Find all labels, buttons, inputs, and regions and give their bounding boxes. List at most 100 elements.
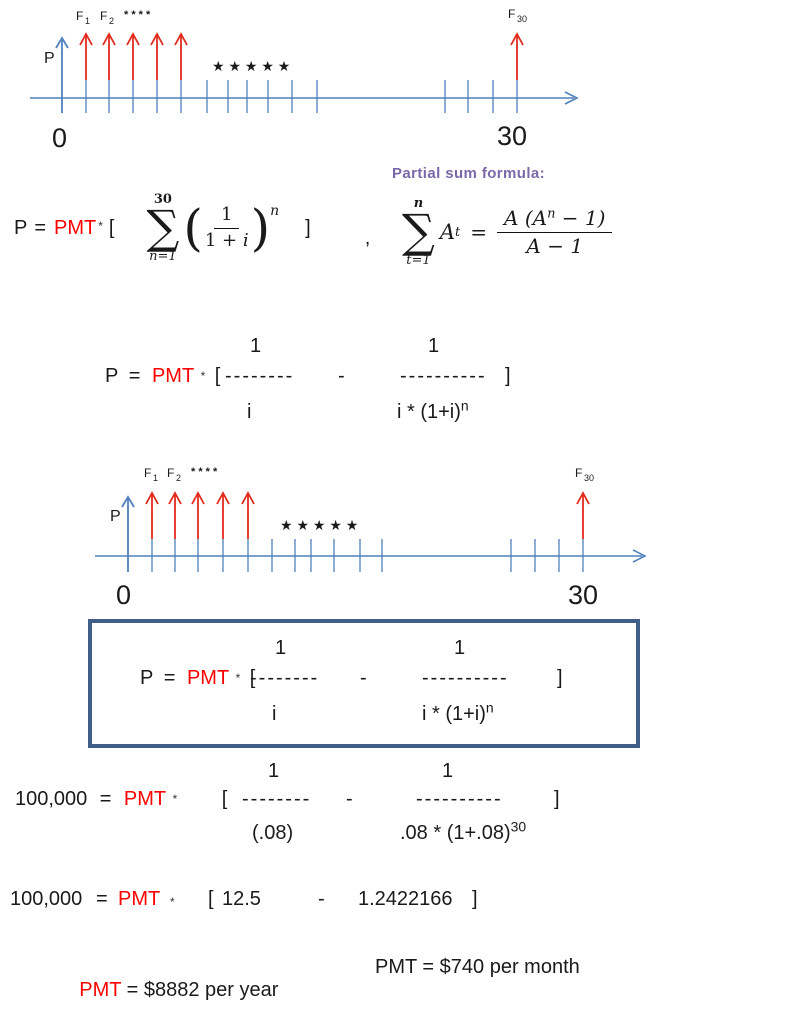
numeric-formula: 1 1 100,000 = PMT * [ -------- - -------… [0,758,620,848]
mid-stars: ★ ★ ★ ★ ★ [212,58,290,74]
term-A: A [439,220,456,244]
sigma-icon: ∑ [402,204,435,259]
payment-arrows [79,32,524,80]
f2-subscript: 2 [109,16,114,26]
closed-form-formula: 1 1 P = PMT * [ -------- - ---------- ] … [0,333,560,428]
close-bracket: ] [505,365,511,387]
den2-base: .08 * (1+.08) [400,822,511,844]
multiply-asterisk: * [170,895,175,909]
equals-sign: = [128,365,141,387]
time-axis [30,91,579,105]
close-bracket: ] [554,788,560,810]
value-1: 12.5 [222,888,261,910]
equals-sign: = [163,667,176,689]
equals-sign: = [470,220,488,244]
close-bracket: ] [472,888,478,910]
num-exponent: n [547,205,556,221]
denominator-2: i * (1+i)n [422,700,494,726]
sum-upper-limit: 30 [153,192,172,208]
equals-sign: = [96,888,108,910]
open-bracket: [ [221,788,228,810]
den2-exponent: 30 [510,818,527,835]
open-paren: ( [183,199,203,257]
f30-subscript: 30 [584,473,594,483]
ellipsis-asterisks: * * * * [191,466,218,478]
fraction-bar-1: -------- [242,788,312,810]
partial-sum-lower: t=1 [406,252,431,268]
discount-fraction: 1 1 + i [205,204,249,252]
close-paren: ) [250,199,271,257]
den-pre: 1 + [204,229,243,251]
p-term: P [105,365,119,387]
origin-label: 0 [52,123,67,153]
annual-payment-result: PMT = $8882 per year [57,956,278,1024]
numerator-1: 1 [268,760,280,782]
sigma-icon: ∑ [146,200,180,255]
multiply-asterisk: * [200,369,206,383]
denominator-2: i * (1+i)n [397,398,469,424]
numerator-2: 1 [442,760,454,782]
summation-symbol: 30 ∑ n=1 [146,193,179,263]
principal-value: 100,000 [10,888,83,910]
fraction-bar-1: -------- [225,365,295,387]
formula-prefix: P = PMT * [ [105,365,220,388]
equals-sign: = [34,216,47,239]
formula-prefix: P = PMT * [ [140,667,255,690]
p-term: P [14,216,28,239]
num-left: A (A [504,205,548,230]
present-value-arrow-icon [55,36,69,113]
annual-amount: = $8882 per year [121,979,279,1001]
minus-sign: - [346,788,353,810]
f1-label: F [144,466,151,480]
pv-summation-formula: P = PMT * [ 30 ∑ n=1 ( 1 1 + i ) n ] , [14,186,370,270]
f1-subscript: 1 [153,473,158,483]
timeline-diagram-bottom: P F 1 F 2 * * * * F 30 ★ ★ ★ ★ ★ 0 30 [95,466,647,610]
numerator-1: 1 [275,637,287,659]
pmt-term: PMT [151,365,195,387]
formula-prefix: 100,000 = PMT * [ [15,788,227,811]
tick-marks [85,80,518,113]
multiply-asterisk: * [235,671,241,685]
p-label: P [110,508,121,525]
open-bracket: [ [249,667,256,689]
partial-numerator: A (An − 1) [497,205,613,233]
numerator-2: 1 [428,335,440,357]
end-label: 30 [568,580,598,610]
fraction-bar-2: ---------- [422,667,509,689]
partial-sum-upper: n [413,196,424,212]
f1-subscript: 1 [85,16,90,26]
power-n: n [270,203,280,219]
den-i: i [242,229,249,251]
f2-label: F [167,466,174,480]
fraction-bar-1: -------- [250,667,320,689]
partial-denominator: A − 1 [526,233,584,258]
tick-marks [151,539,584,572]
open-bracket: [ [214,365,221,387]
comma-separator: , [364,227,371,249]
f30-label: F [508,7,515,21]
present-value-arrow-icon [121,495,135,572]
value-2: 1.2422166 [358,888,453,910]
numerator-1: 1 [250,335,262,357]
sum-lower-limit: n=1 [149,248,177,264]
den2-base: i * (1+i) [397,401,461,423]
monthly-payment-result: PMT = $740 per month [375,956,580,978]
origin-label: 0 [116,580,131,610]
pmt-term: PMT [118,888,161,910]
numerator-2: 1 [454,637,466,659]
denominator-1: i [247,401,252,423]
den2-exponent: n [485,699,494,716]
principal-value: 100,000 [15,788,88,810]
equals-sign: = [99,788,112,810]
term-exponent: t [455,224,461,240]
minus-sign: - [360,667,367,689]
fraction-numerator: 1 [213,204,240,229]
f1-label: F [76,9,83,23]
time-axis [95,549,647,563]
end-label: 30 [497,121,527,151]
payment-arrows [145,491,590,539]
axis-arrowhead-icon [632,549,647,563]
den2-base: i * (1+i) [422,703,486,725]
fraction-denominator: 1 + i [205,229,249,252]
